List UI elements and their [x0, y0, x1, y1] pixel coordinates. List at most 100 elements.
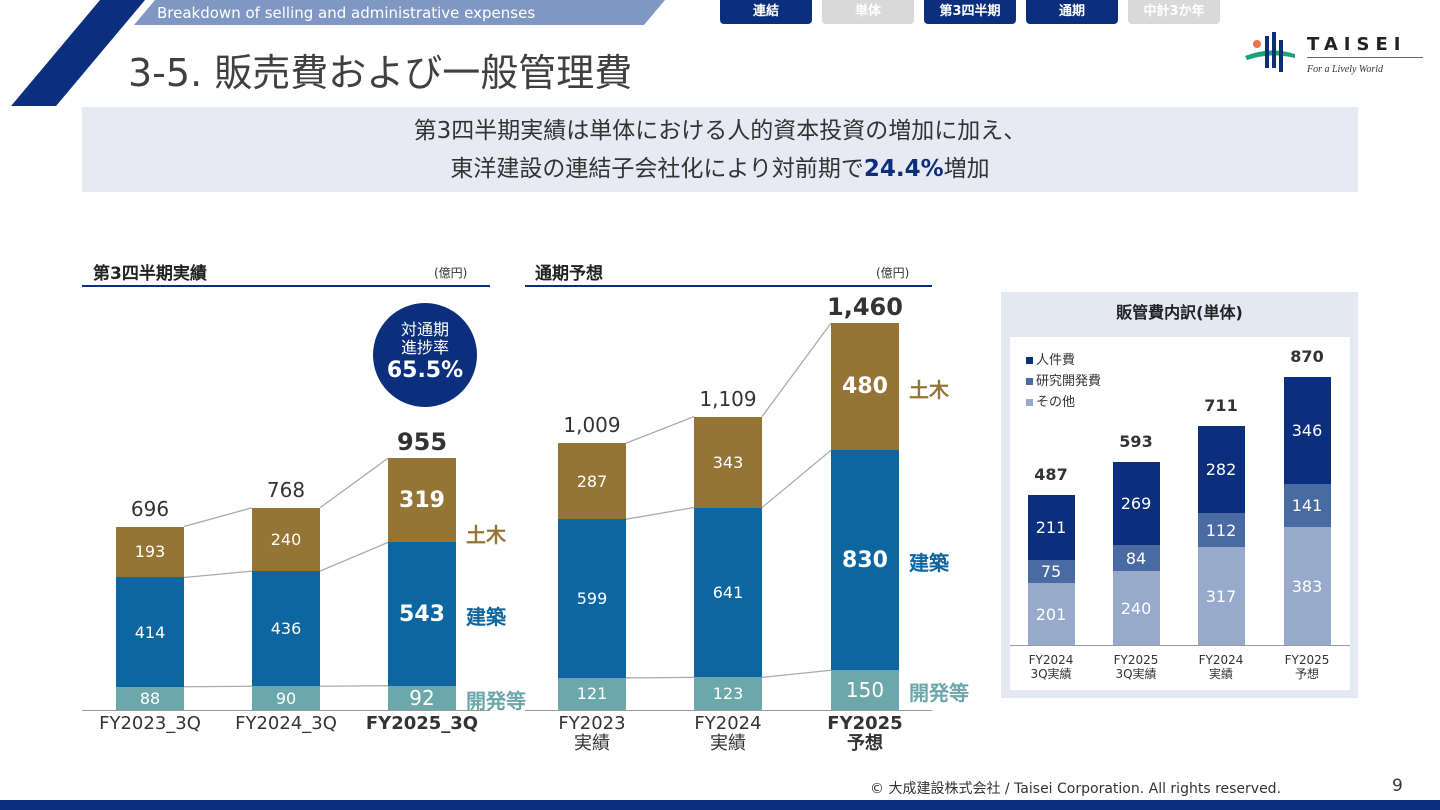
badge-line1: 対通期 [400, 320, 449, 339]
x-tick-label: FY2024_3Q [235, 713, 337, 734]
bar-total: 1,009 [563, 413, 621, 438]
bar-segment: 287 [558, 443, 626, 520]
taisei-logo: TAISEI For a Lively World [1245, 30, 1425, 80]
growth-rate: 24.4% [863, 156, 944, 182]
bar-segment: 92 [388, 685, 456, 710]
bar-segment: 383 [1283, 527, 1331, 645]
connector-line [183, 685, 253, 688]
bar-segment: 240 [252, 507, 320, 572]
x-axis-line [525, 710, 932, 711]
legend-personnel: 人件費 [1026, 349, 1075, 368]
bar-segment: 123 [694, 677, 762, 710]
bar-total: 696 [130, 496, 170, 521]
connector-line [761, 449, 832, 509]
q3-chart-unit: (億円) [434, 266, 468, 280]
tab-consolidated[interactable]: 連結 [720, 0, 812, 24]
x-tick-label: FY2024 3Q実績 [1028, 653, 1074, 681]
bar-segment: 193 [116, 526, 184, 578]
summary-line1: 第3四半期実績は単体における人的資本投資の増加に加え、 [413, 118, 1027, 144]
copyright: © 大成建設株式会社 / Taisei Corporation. All rig… [870, 781, 1282, 797]
series-label: 土木 [909, 377, 949, 402]
bar-segment: 830 [831, 450, 899, 671]
footer-bar [0, 800, 1440, 810]
fy-chart-unit: (億円) [876, 266, 910, 280]
bar-segment: 343 [694, 416, 762, 508]
legend-other: その他 [1026, 391, 1075, 410]
page-number: 9 [1392, 776, 1403, 796]
connector-line [625, 506, 695, 520]
x-tick-label: FY2023_3Q [99, 713, 201, 734]
logo-tagline: For a Lively World [1307, 64, 1384, 75]
q3-chart-title: 第3四半期実績 [93, 264, 207, 284]
bar-total: 768 [266, 477, 306, 502]
series-label: 土木 [466, 523, 506, 548]
bar-segment: 88 [116, 686, 184, 710]
summary-banner: 第3四半期実績は単体における人的資本投資の増加に加え、 東洋建設の連結子会社化に… [82, 107, 1358, 192]
bar-segment: 436 [252, 571, 320, 687]
badge-value: 65.5% [386, 358, 464, 383]
bar-segment: 211 [1027, 495, 1075, 560]
bar-total: 1,460 [827, 293, 903, 322]
connector-line [183, 570, 253, 579]
bar-total: 955 [396, 428, 448, 457]
tab-standalone[interactable]: 単体 [822, 0, 914, 24]
bar-total: 711 [1204, 396, 1238, 415]
summary-line2: 東洋建設の連結子会社化により対前期で24.4%増加 [450, 156, 990, 182]
bar-segment: 346 [1283, 377, 1331, 484]
x-tick-label: FY2025 予想 [827, 713, 903, 754]
bar-segment: 317 [1197, 547, 1245, 645]
bar-total: 487 [1034, 465, 1068, 484]
connector-line [183, 507, 253, 528]
series-label: 開発等 [466, 688, 526, 713]
bar-segment: 543 [388, 542, 456, 686]
logo-name: TAISEI [1307, 34, 1407, 55]
badge-line2: 進捗率 [400, 338, 449, 357]
x-tick-label: FY2025 予想 [1284, 653, 1330, 681]
q3-title-rule [82, 285, 490, 287]
bar-segment: 90 [252, 686, 320, 710]
bar-total: 870 [1290, 347, 1324, 367]
tab-full-year[interactable]: 通期 [1026, 0, 1118, 24]
bar-segment: 201 [1027, 583, 1075, 645]
x-tick-label: FY2024 実績 [694, 713, 762, 754]
bar-segment: 84 [1112, 545, 1160, 572]
x-axis-line [82, 710, 490, 711]
x-axis-line [1010, 645, 1350, 646]
bar-segment: 319 [388, 458, 456, 543]
page-title: 3-5. 販売費および一般管理費 [128, 51, 633, 95]
taisei-logo-icon [1245, 32, 1295, 72]
bar-segment: 141 [1283, 483, 1331, 528]
bar-segment: 121 [558, 677, 626, 710]
connector-line [319, 541, 389, 572]
bar-total: 1,109 [699, 386, 757, 411]
fy-chart-title: 通期予想 [535, 264, 603, 284]
series-label: 開発等 [909, 681, 969, 706]
bar-segment: 240 [1112, 571, 1160, 645]
connector-line [319, 685, 389, 687]
bar-segment: 269 [1112, 462, 1160, 546]
series-label: 建築 [466, 605, 506, 630]
bar-segment: 641 [694, 507, 762, 678]
bar-segment: 112 [1197, 512, 1245, 548]
connector-line [761, 669, 832, 679]
legend-rnd: 研究開発費 [1026, 370, 1101, 389]
bar-segment: 75 [1027, 559, 1075, 584]
x-tick-label: FY2023 実績 [558, 713, 626, 754]
subtitle: Breakdown of selling and administrative … [157, 4, 536, 22]
connector-line [625, 676, 695, 679]
connector-line [625, 416, 695, 444]
bar-total: 593 [1119, 432, 1153, 452]
connector-line [761, 322, 832, 418]
x-tick-label: FY2024 実績 [1198, 653, 1244, 681]
fy-title-rule [525, 285, 932, 287]
bar-segment: 150 [831, 670, 899, 710]
tab-midterm[interactable]: 中計3か年 [1128, 0, 1220, 24]
bar-segment: 599 [558, 519, 626, 678]
bar-segment: 480 [831, 323, 899, 451]
tab-q3[interactable]: 第3四半期 [924, 0, 1016, 24]
bar-segment: 282 [1197, 426, 1245, 513]
x-tick-label: FY2025 3Q実績 [1113, 653, 1159, 681]
bar-segment: 414 [116, 577, 184, 687]
series-label: 建築 [909, 551, 949, 576]
